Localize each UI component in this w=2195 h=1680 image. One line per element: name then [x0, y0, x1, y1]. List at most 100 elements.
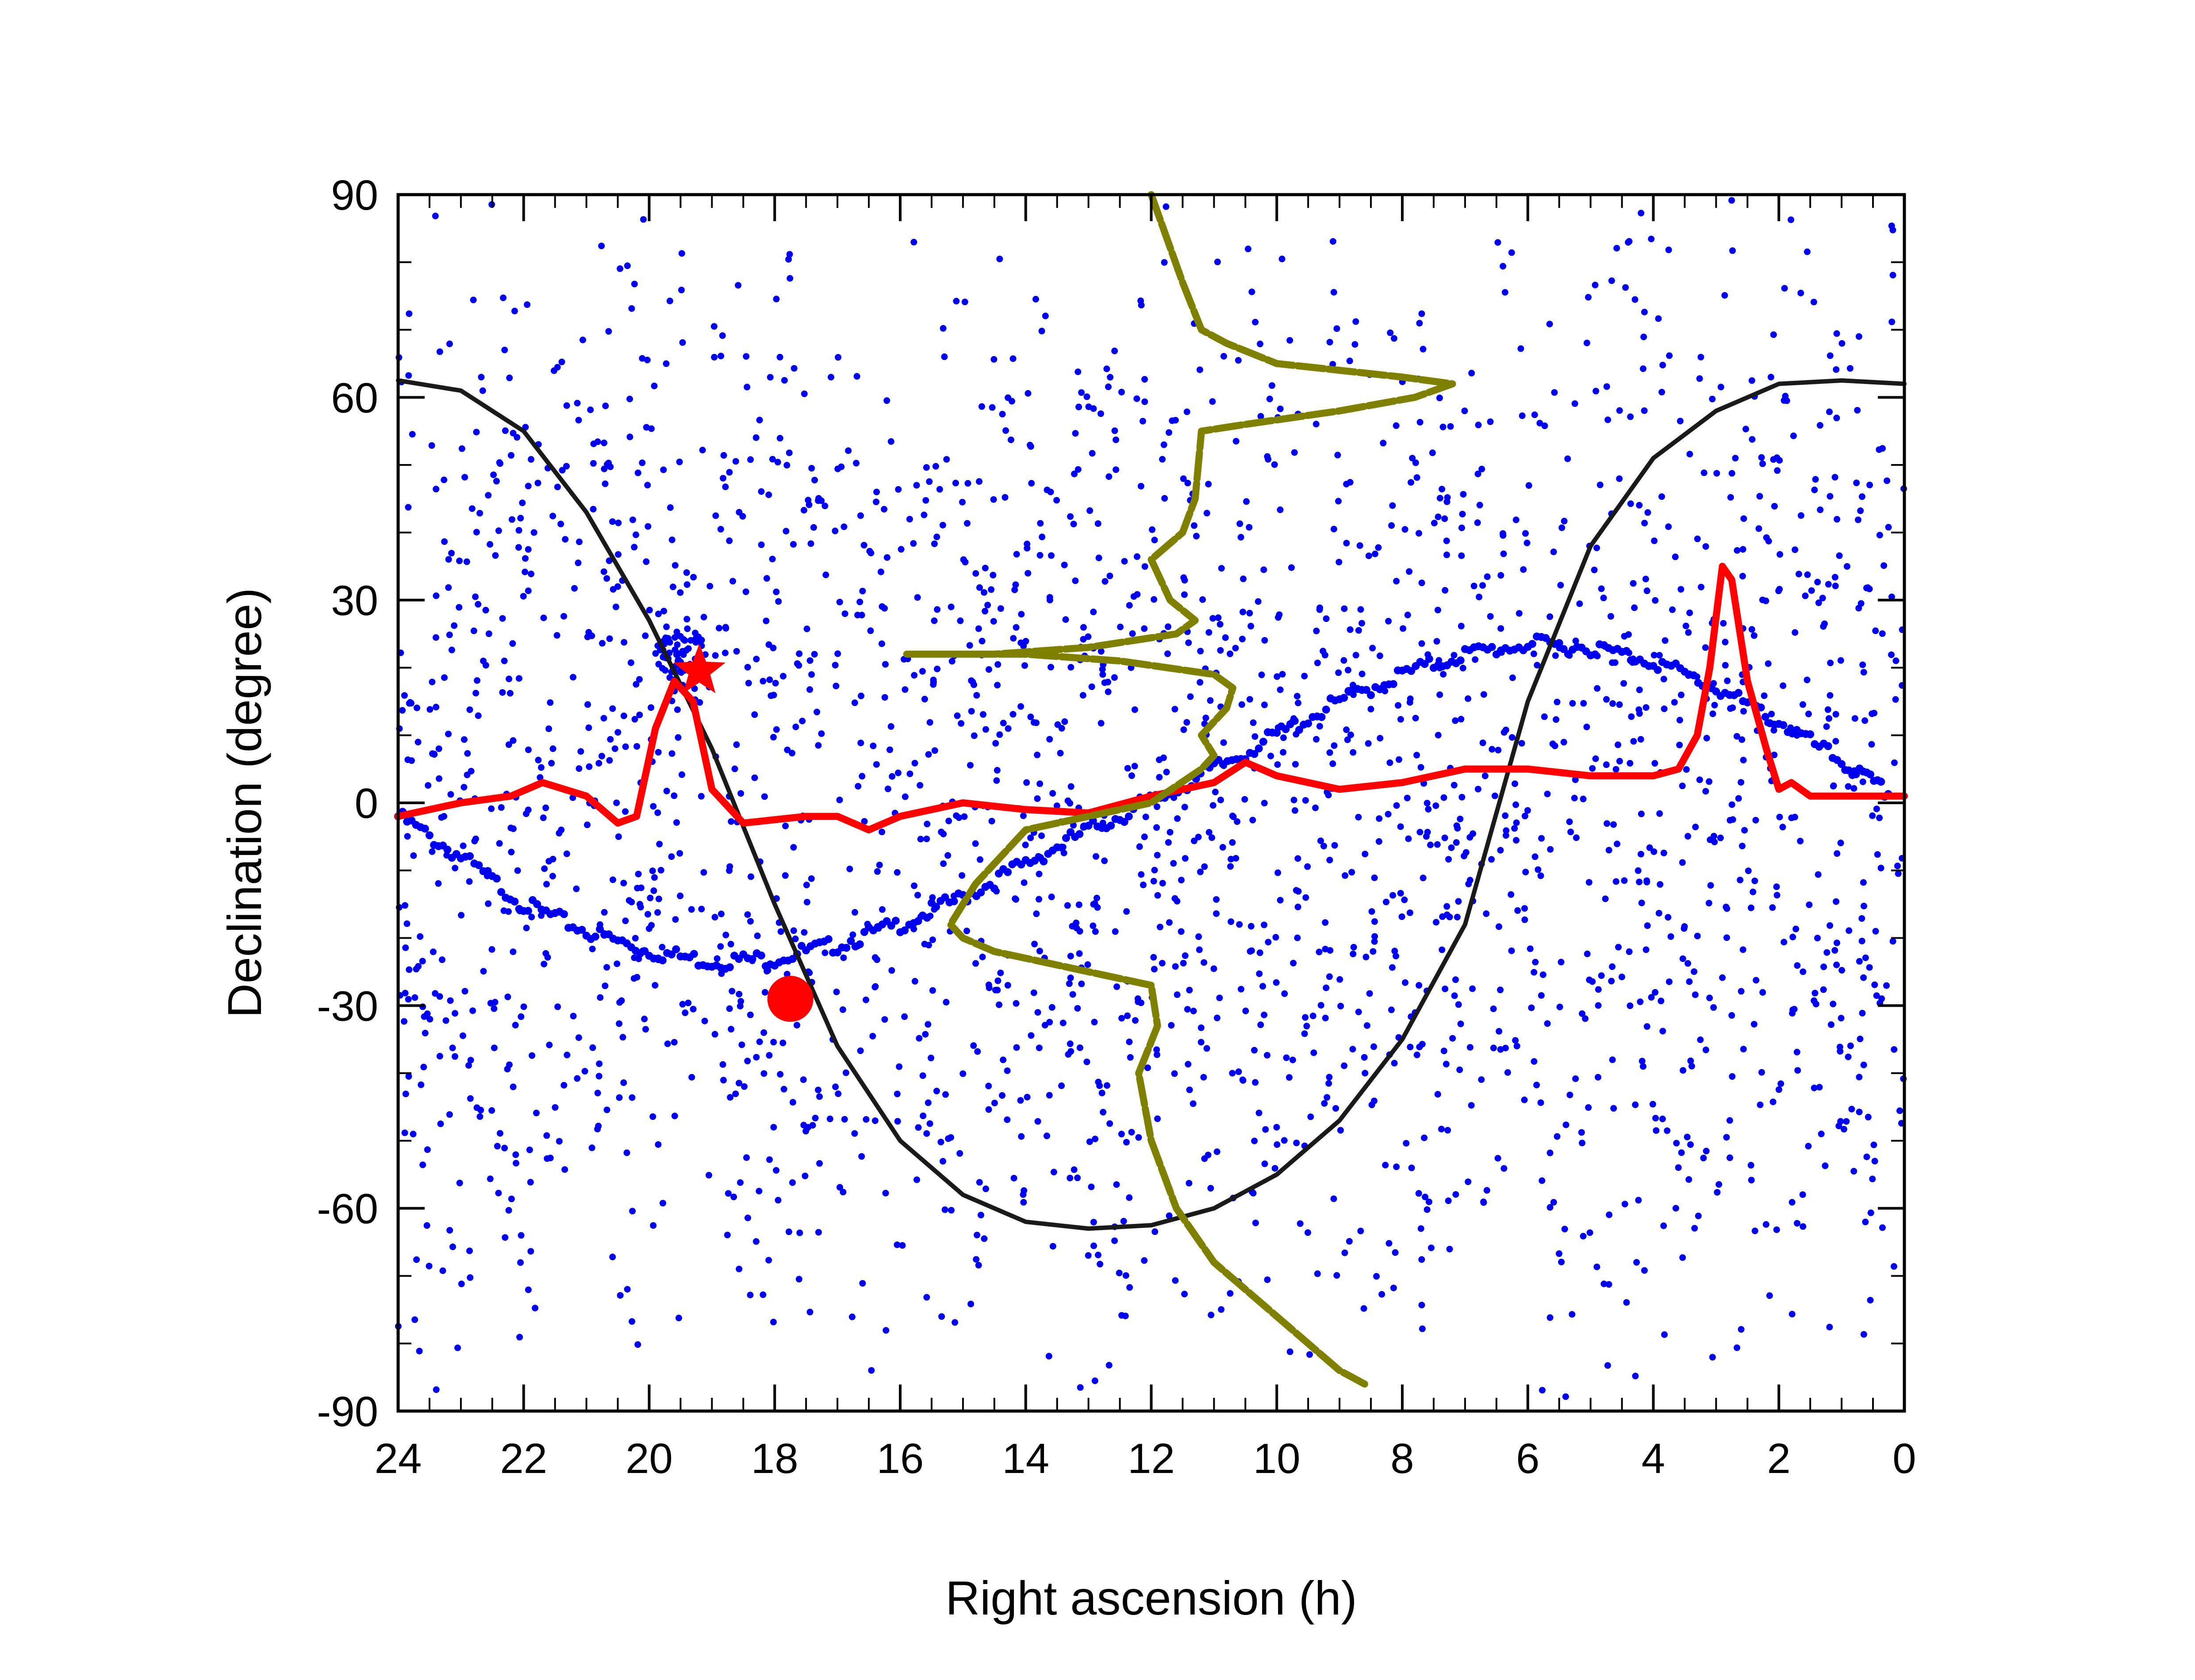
random-point — [1758, 1069, 1765, 1076]
random-point — [698, 905, 705, 913]
random-point — [1261, 637, 1268, 644]
random-point — [542, 950, 549, 957]
random-point — [1687, 1141, 1694, 1148]
random-point — [981, 589, 988, 596]
random-point — [1605, 1281, 1612, 1288]
random-point — [1847, 1042, 1854, 1049]
random-point — [460, 784, 468, 791]
random-point — [792, 936, 799, 943]
random-point — [1824, 706, 1831, 713]
random-point — [832, 1083, 839, 1090]
cluster-point — [692, 639, 699, 646]
random-point — [629, 516, 636, 523]
random-point — [1572, 1075, 1579, 1082]
random-point — [735, 282, 742, 289]
random-point — [1512, 1037, 1519, 1044]
random-point — [501, 346, 508, 353]
random-point — [1229, 839, 1236, 846]
random-point — [1345, 667, 1352, 674]
ecliptic-point — [1062, 834, 1070, 842]
random-point — [1238, 701, 1245, 708]
random-point — [451, 1053, 458, 1060]
random-point — [1579, 1010, 1586, 1017]
random-point — [840, 954, 847, 961]
random-point — [744, 911, 751, 918]
random-point — [682, 1009, 689, 1016]
random-point — [1180, 959, 1187, 967]
random-point — [760, 1029, 767, 1036]
random-point — [1034, 1009, 1041, 1016]
random-point — [920, 1112, 927, 1120]
random-point — [1594, 685, 1601, 692]
random-point — [1635, 1197, 1642, 1204]
ecliptic-point — [1877, 778, 1885, 786]
random-point — [1640, 334, 1647, 341]
random-point — [848, 1313, 856, 1320]
random-point — [1711, 838, 1718, 845]
random-point — [1679, 1254, 1686, 1261]
random-point — [1071, 470, 1078, 477]
ecliptic-point — [1528, 640, 1536, 648]
random-point — [1406, 909, 1413, 916]
random-point — [1749, 436, 1756, 443]
random-point — [520, 593, 527, 600]
random-point — [1868, 741, 1875, 748]
random-point — [472, 835, 479, 842]
random-point — [1037, 520, 1044, 527]
random-point — [609, 705, 616, 712]
random-point — [1755, 525, 1762, 532]
random-point — [1827, 1021, 1834, 1028]
random-point — [1140, 882, 1147, 889]
random-point — [806, 1308, 814, 1316]
random-point — [835, 1090, 842, 1097]
random-point — [1334, 452, 1341, 459]
random-point — [1260, 566, 1267, 573]
random-point — [1859, 661, 1866, 668]
random-point — [513, 1160, 520, 1167]
random-point — [559, 467, 566, 474]
random-point — [934, 606, 941, 613]
random-point — [901, 1013, 908, 1020]
random-point — [1648, 994, 1655, 1001]
random-point — [452, 865, 459, 872]
random-point — [475, 712, 482, 719]
random-point — [730, 1193, 737, 1201]
random-point — [485, 900, 492, 907]
random-point — [633, 531, 640, 538]
random-point — [1466, 1044, 1474, 1051]
random-point — [1770, 727, 1777, 734]
random-point — [1774, 467, 1781, 474]
random-point — [622, 743, 629, 750]
random-point — [1047, 664, 1054, 671]
random-point — [1085, 1252, 1092, 1259]
random-point — [1009, 355, 1017, 362]
random-point — [789, 1099, 796, 1106]
random-point — [1546, 1204, 1554, 1211]
random-point — [1032, 295, 1039, 303]
random-point — [677, 892, 684, 899]
random-point — [1846, 927, 1853, 934]
random-point — [1072, 430, 1079, 437]
random-point — [1521, 813, 1528, 820]
random-point — [458, 445, 465, 452]
random-point — [1683, 766, 1690, 773]
random-point — [1571, 400, 1578, 407]
random-point — [1046, 1092, 1053, 1099]
random-point — [659, 944, 666, 951]
random-point — [753, 656, 760, 663]
random-point — [1860, 879, 1867, 886]
random-point — [1831, 474, 1838, 481]
random-point — [1011, 586, 1018, 593]
random-point — [1091, 1377, 1098, 1385]
random-point — [1393, 1163, 1400, 1170]
random-point — [488, 805, 495, 812]
random-point — [1050, 1169, 1057, 1176]
random-point — [1759, 460, 1766, 467]
random-point — [1470, 830, 1477, 837]
random-point — [448, 550, 455, 557]
random-point — [575, 560, 582, 567]
random-point — [560, 613, 568, 620]
random-point — [563, 402, 570, 409]
random-point — [1326, 749, 1333, 756]
random-point — [1393, 952, 1400, 959]
